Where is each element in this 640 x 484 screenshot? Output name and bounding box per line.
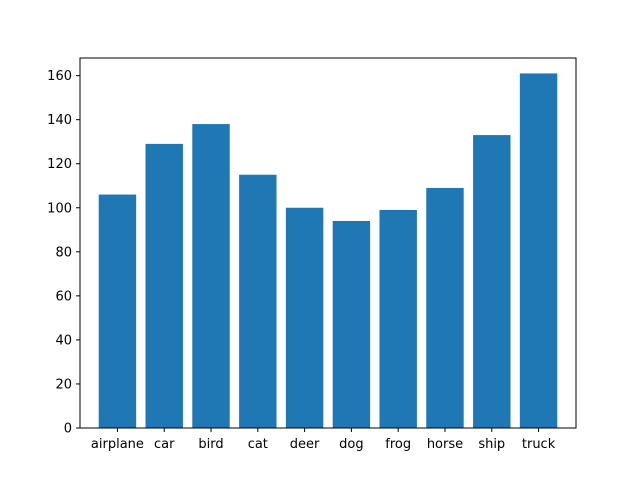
x-tick-label: truck	[522, 437, 556, 452]
bars-layer	[98, 73, 558, 429]
x-tick-label: ship	[478, 437, 505, 452]
y-tick-label: 100	[47, 201, 72, 216]
bar-car	[145, 143, 183, 428]
bar-airplane	[98, 194, 137, 428]
x-tick-label: airplane	[91, 437, 144, 452]
x-axis: airplane car bird cat deer dog frog horse ship tr…	[91, 428, 556, 452]
x-tick-label: cat	[248, 437, 268, 452]
y-tick-label: 60	[55, 289, 72, 304]
y-axis: 0 20 40 60 80 100 120 140 160	[47, 69, 80, 437]
x-tick-label: frog	[385, 437, 411, 452]
bar-ship	[473, 135, 511, 428]
x-tick-label: bird	[198, 437, 223, 452]
x-tick-label: dog	[339, 437, 363, 452]
bar-truck	[519, 73, 558, 429]
y-tick-label: 160	[47, 69, 72, 84]
bar-dog	[332, 220, 371, 428]
y-tick-label: 80	[55, 245, 72, 260]
bar-deer	[285, 207, 324, 428]
bar-bird	[192, 124, 230, 428]
bar-horse	[426, 187, 464, 428]
y-tick-label: 0	[64, 422, 72, 437]
y-tick-label: 20	[55, 377, 72, 392]
x-tick-label: car	[154, 437, 175, 452]
bar-cat	[239, 174, 277, 428]
plot-frame	[79, 57, 577, 429]
y-tick-label: 120	[47, 157, 72, 172]
x-tick-label: deer	[290, 437, 320, 452]
y-tick-label: 40	[55, 333, 72, 348]
bar-frog	[379, 209, 417, 428]
x-tick-label: horse	[427, 437, 463, 452]
y-tick-label: 140	[47, 113, 72, 128]
